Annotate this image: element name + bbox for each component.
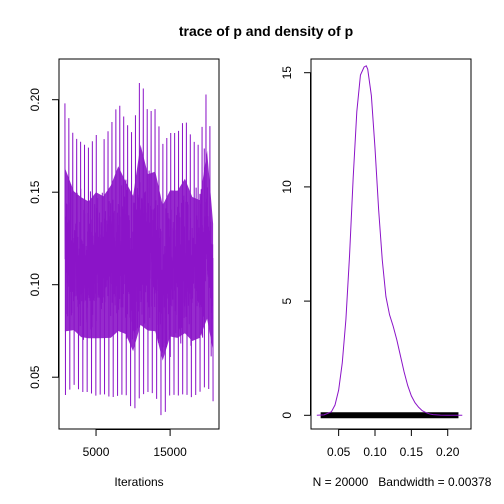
density-x-axis-label: N = 20000 Bandwidth = 0.00378 — [313, 475, 492, 489]
density-panel: 0.05 0.10 0.15 0.20 0 5 10 15 N = 20000 Bandwi… — [280, 58, 492, 489]
trace-y-tick-label: 0.20 — [28, 88, 42, 112]
trace-x-axis-label: Iterations — [114, 475, 163, 489]
density-x-tick-label: 0.10 — [363, 445, 387, 459]
trace-y-tick-label: 0.05 — [28, 365, 42, 389]
density-y-tick-label: 5 — [280, 297, 294, 304]
trace-x-tick-label: 15000 — [153, 445, 187, 459]
density-plot-frame — [310, 58, 472, 430]
trace-y-tick-label: 0.15 — [28, 180, 42, 204]
trace-y-tick-label: 0.10 — [28, 273, 42, 297]
trace-panel: 5000 15000 0.05 0.10 0.15 0.20 Iterations — [28, 58, 220, 489]
density-x-axis: 0.05 0.10 0.15 0.20 — [327, 429, 460, 459]
density-x-tick-label: 0.05 — [327, 445, 351, 459]
trace-series — [64, 82, 214, 416]
trace-x-axis: 5000 15000 — [83, 429, 187, 459]
trace-x-tick-label: 5000 — [83, 445, 110, 459]
trace-core-band — [64, 144, 214, 361]
figure-title: trace of p and density of p — [179, 23, 353, 39]
density-x-tick-label: 0.15 — [400, 445, 424, 459]
density-y-tick-label: 15 — [280, 66, 294, 80]
trace-y-axis: 0.05 0.10 0.15 0.20 — [28, 88, 59, 389]
density-curve — [316, 65, 463, 416]
density-y-axis: 0 5 10 15 — [280, 66, 311, 419]
density-y-tick-label: 0 — [280, 412, 294, 419]
density-x-tick-label: 0.20 — [436, 445, 460, 459]
density-series — [316, 65, 463, 416]
density-y-tick-label: 10 — [280, 180, 294, 194]
